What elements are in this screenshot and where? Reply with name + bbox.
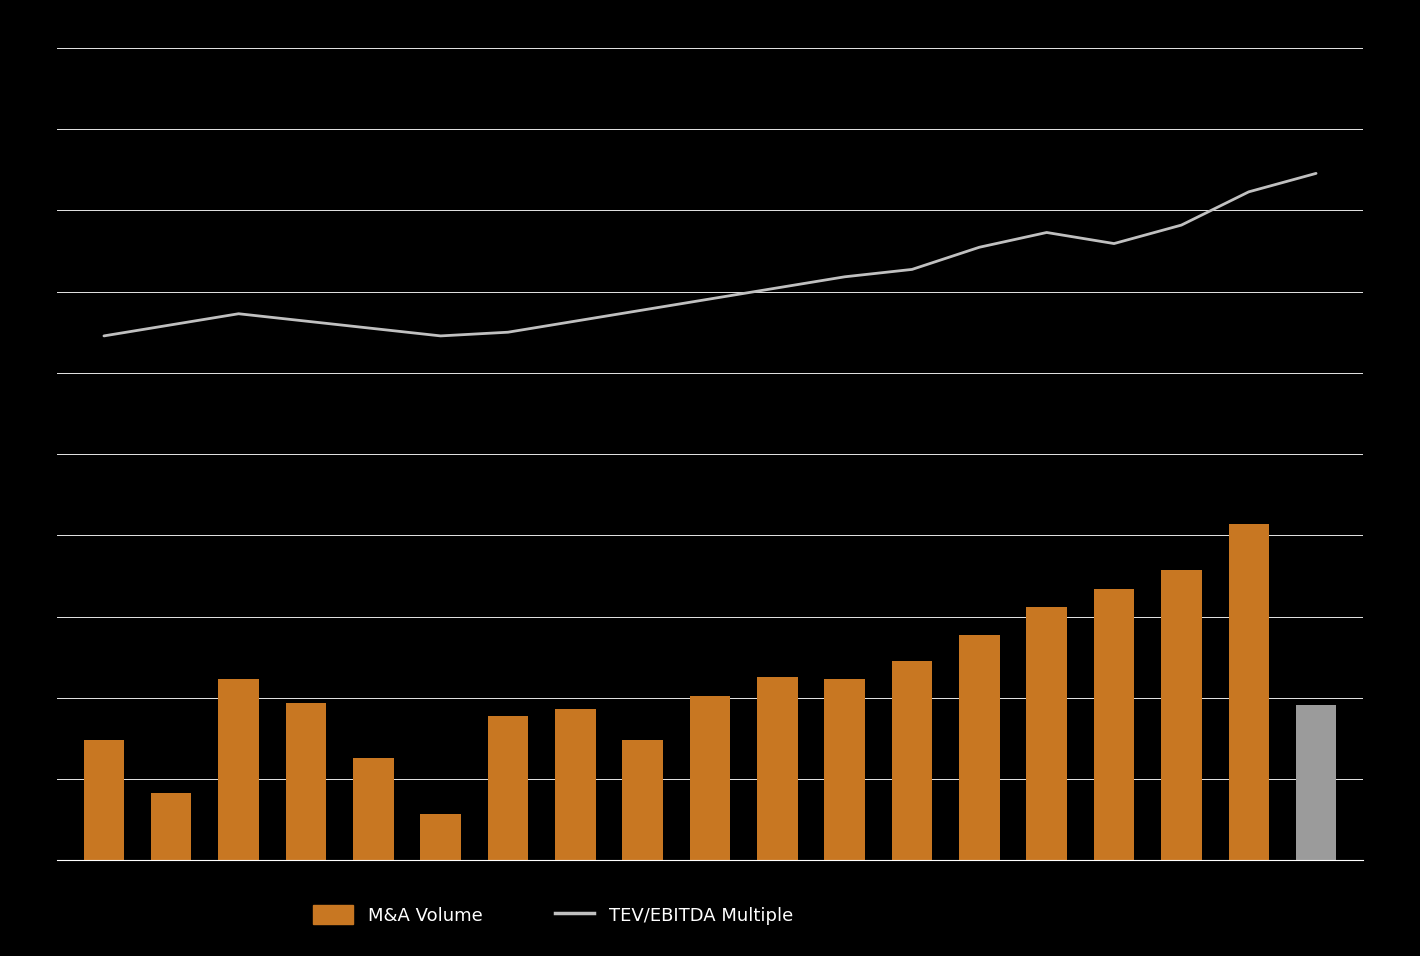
Bar — [1228, 524, 1269, 860]
Bar — [892, 661, 932, 860]
Legend: M&A Volume, TEV/EBITDA Multiple: M&A Volume, TEV/EBITDA Multiple — [314, 905, 792, 924]
Bar — [354, 758, 393, 860]
Bar — [959, 635, 1000, 860]
Bar — [690, 696, 730, 860]
Bar — [622, 740, 663, 860]
Bar — [555, 709, 595, 860]
Bar — [1027, 607, 1066, 860]
Bar — [757, 677, 798, 860]
Bar — [825, 680, 865, 860]
Bar — [285, 703, 327, 860]
Bar — [151, 793, 192, 860]
Bar — [1093, 589, 1135, 860]
Bar — [219, 680, 258, 860]
Bar — [420, 814, 462, 860]
Bar — [84, 740, 124, 860]
Bar — [1162, 570, 1201, 860]
Bar — [488, 716, 528, 860]
Bar — [1296, 705, 1336, 860]
